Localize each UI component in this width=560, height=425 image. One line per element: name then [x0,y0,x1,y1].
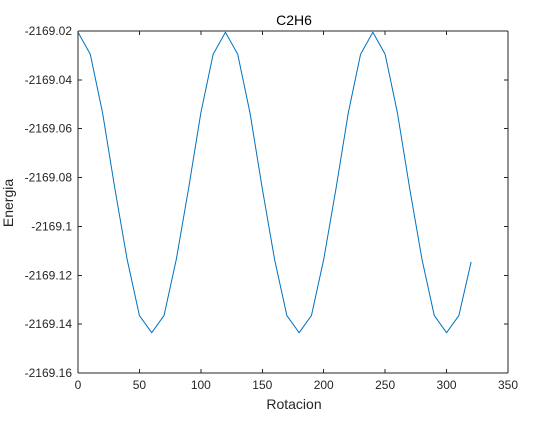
x-tick-label: 250 [375,378,395,392]
x-tick-label: 350 [498,378,518,392]
y-tick-label: -2169.02 [25,24,73,38]
x-tick-label: 200 [314,378,334,392]
plot-area [78,31,508,373]
y-tick-label: -2169.16 [25,366,73,380]
y-axis-label: Energia [0,179,16,227]
y-tick-label: -2169.1 [31,219,72,233]
x-axis-label: Rotacion [266,396,321,412]
series-line-0 [77,31,472,334]
x-tick-label: 100 [191,378,211,392]
chart-title: C2H6 [276,12,312,28]
y-tick-label: -2169.06 [25,122,73,136]
y-tick-label: -2169.08 [25,171,73,185]
y-tick-label: -2169.04 [25,73,73,87]
x-tick-label: 300 [437,378,457,392]
y-tick-label: -2169.14 [25,317,73,331]
y-tick-label: -2169.12 [25,268,73,282]
x-tick-label: 50 [133,378,147,392]
x-tick-label: 150 [252,378,272,392]
x-tick-label: 0 [75,378,82,392]
